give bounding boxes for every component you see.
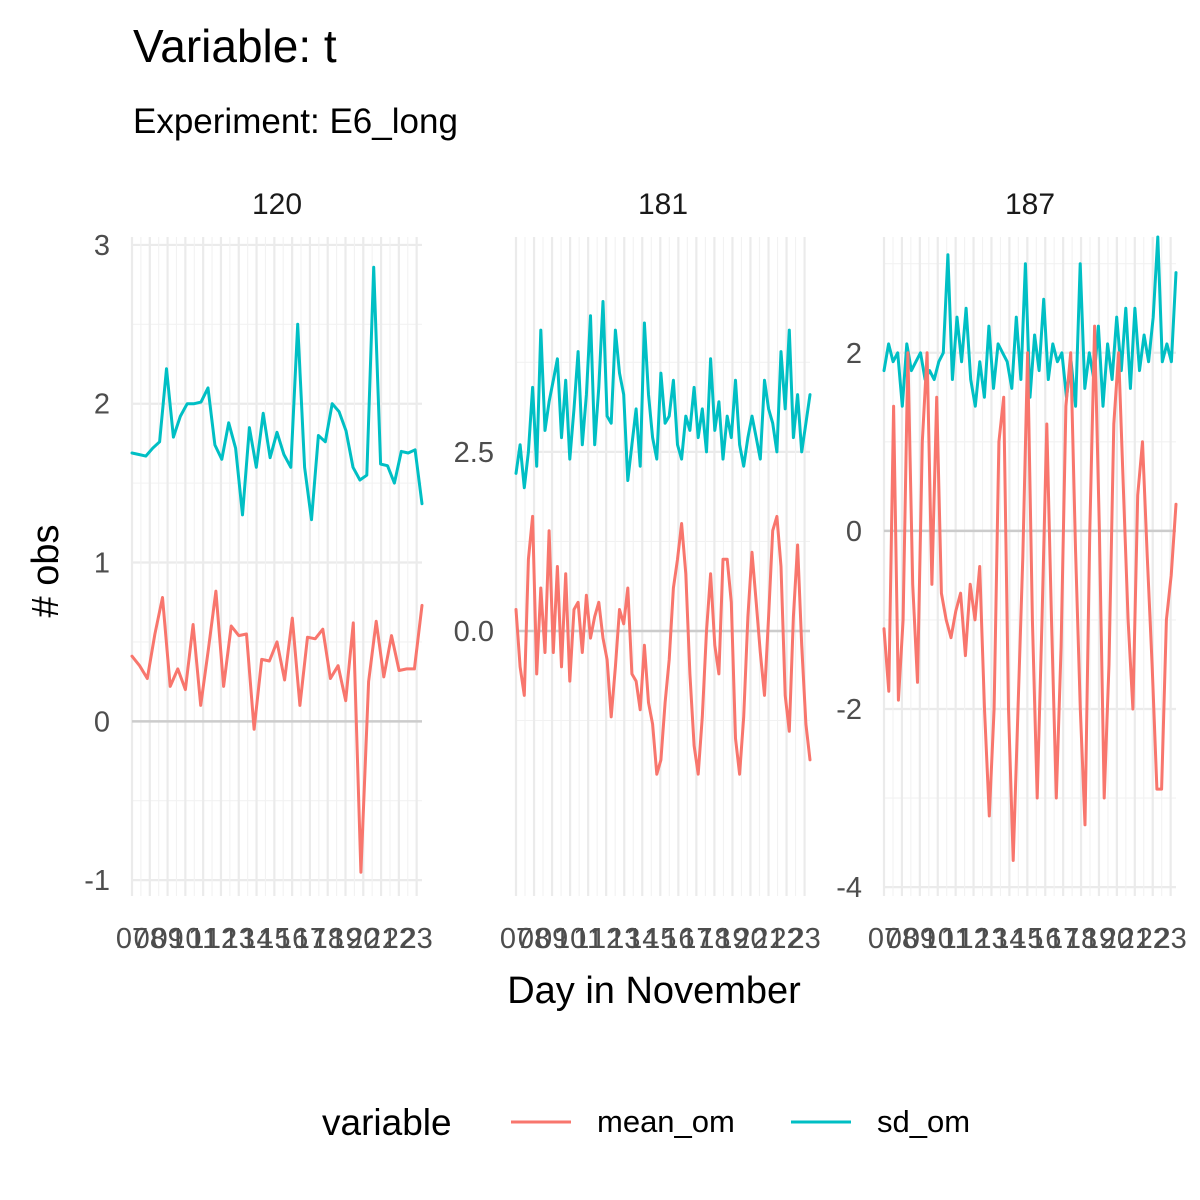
y-tick-label: 2 [846, 338, 862, 370]
x-tick-label: 16 [276, 923, 308, 955]
x-tick-label: 07 [868, 923, 900, 955]
x-tick-label: 13 [608, 923, 640, 955]
legend-label-mean-om: mean_om [597, 1104, 735, 1139]
series-line-sd-om [130, 265, 424, 522]
panel-187: 187 -4 -2 0 2 0708091011121314151617181920212… [836, 188, 1187, 955]
x-tick-label: 18 [1065, 923, 1097, 955]
y-axis-title: # obs [25, 525, 67, 618]
x-tick-label: 19 [329, 923, 361, 955]
facet-label: 181 [638, 188, 688, 221]
x-tick-label: 21 [752, 923, 784, 955]
x-tick-label: 15 [258, 923, 290, 955]
x-tick-label: 22 [770, 923, 802, 955]
series-line-mean-om [882, 324, 1178, 862]
x-tick-label: 10 [554, 923, 586, 955]
x-tick-label: 08 [886, 923, 918, 955]
legend: variable mean_om sd_om [322, 1102, 970, 1143]
x-tick-label: 07 [500, 923, 532, 955]
y-tick-label: 2 [94, 389, 110, 421]
y-tick-label: 3 [94, 230, 110, 262]
chart-title: Variable: t [133, 20, 337, 72]
y-tick-label: -4 [836, 872, 862, 904]
y-tick-label: 1 [94, 548, 110, 580]
x-tick-label: 09 [904, 923, 936, 955]
chart-subtitle: Experiment: E6_long [133, 102, 458, 141]
x-tick-label: 17 [294, 923, 326, 955]
x-tick-label: 22 [1137, 923, 1169, 955]
x-tick-label: 18 [698, 923, 730, 955]
y-tick-label: 0 [94, 706, 110, 738]
series-line-sd-om [882, 235, 1178, 408]
y-tick-label: -2 [836, 694, 862, 726]
x-tick-label: 10 [922, 923, 954, 955]
x-tick-label: 15 [644, 923, 676, 955]
legend-title: variable [322, 1102, 452, 1143]
x-tick-label: 18 [312, 923, 344, 955]
facet-panels: 120-101230708091011121314151617181920212… [84, 188, 1187, 955]
x-tick-label: 14 [993, 923, 1025, 955]
x-tick-label: 19 [1083, 923, 1115, 955]
x-tick-label: 08 [518, 923, 550, 955]
x-tick-label: 21 [365, 923, 397, 955]
y-tick-label: 0 [846, 516, 862, 548]
x-tick-label: 14 [240, 923, 272, 955]
legend-label-sd-om: sd_om [877, 1104, 970, 1139]
x-tick-label: 16 [662, 923, 694, 955]
x-tick-label: 13 [223, 923, 255, 955]
x-tick-label: 12 [205, 923, 237, 955]
x-tick-label: 17 [680, 923, 712, 955]
x-tick-label: 20 [1101, 923, 1133, 955]
x-tick-label: 12 [957, 923, 989, 955]
series-line-mean-om [130, 589, 424, 874]
x-tick-label: 23 [1154, 923, 1186, 955]
facet-label: 187 [1005, 188, 1055, 221]
panel-181: 181 0.0 2.5 0708091011121314151617181920212… [454, 188, 821, 955]
x-tick-label: 12 [590, 923, 622, 955]
x-tick-label: 19 [716, 923, 748, 955]
x-tick-label: 11 [573, 923, 603, 955]
x-tick-label: 17 [1047, 923, 1079, 955]
x-tick-label: 07 [116, 923, 148, 955]
x-tick-label: 21 [1119, 923, 1151, 955]
y-tick-label: 2.5 [454, 437, 494, 469]
x-tick-label: 14 [626, 923, 658, 955]
x-tick-label: 11 [941, 923, 971, 955]
x-tick-label: 23 [788, 923, 820, 955]
x-tick-label: 23 [401, 923, 433, 955]
x-tick-label: 15 [1011, 923, 1043, 955]
y-tick-label: -1 [84, 865, 110, 897]
x-tick-label: 08 [134, 923, 166, 955]
x-tick-label: 10 [169, 923, 201, 955]
x-tick-label: 22 [383, 923, 415, 955]
x-tick-label: 16 [1029, 923, 1061, 955]
x-axis-title: Day in November [507, 970, 801, 1012]
x-tick-label: 13 [975, 923, 1007, 955]
series-line-sd-om [514, 300, 812, 490]
x-tick-label: 20 [347, 923, 379, 955]
series-line-mean-om [514, 514, 812, 776]
x-tick-label: 09 [151, 923, 183, 955]
x-tick-label: 09 [536, 923, 568, 955]
y-tick-label: 0.0 [454, 616, 494, 648]
x-tick-label: 11 [188, 923, 218, 955]
panel-120: 120-101230708091011121314151617181920212… [84, 188, 433, 955]
facet-label: 120 [252, 188, 302, 221]
x-tick-label: 20 [734, 923, 766, 955]
